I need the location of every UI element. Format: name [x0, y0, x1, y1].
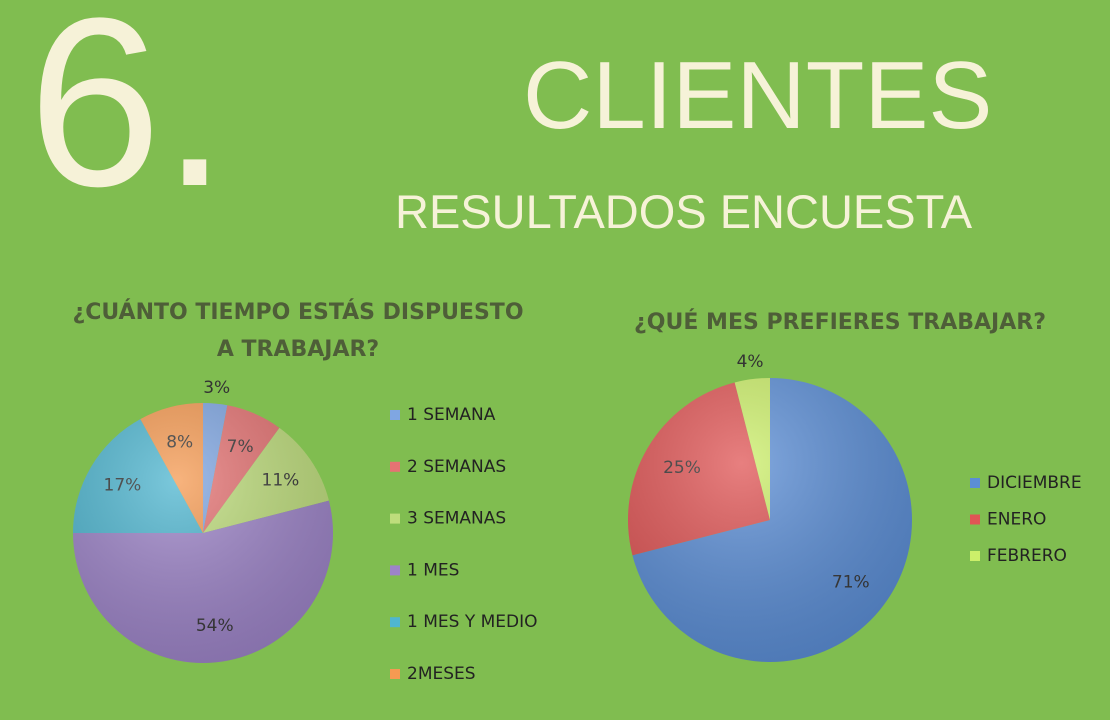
legend-label: DICIEMBRE [987, 473, 1082, 493]
legend-swatch [970, 514, 980, 525]
legend-swatch [970, 478, 980, 488]
legend-label: 2MESES [407, 664, 476, 684]
legend-swatch [390, 565, 400, 576]
legend-label: ENERO [987, 510, 1046, 530]
legend-label: 1 MES Y MEDIO [407, 612, 538, 632]
data-label: 25% [663, 458, 701, 478]
data-label: 3% [203, 378, 230, 398]
chart-title: ¿QUÉ MES PREFIERES TRABAJAR? [634, 310, 1046, 335]
legend-label: 3 SEMANAS [407, 509, 506, 529]
chart-title: ¿CUÁNTO TIEMPO ESTÁS DISPUESTO A TRABAJA… [72, 300, 524, 362]
slide-title: CLIENTES [523, 42, 993, 149]
legend-swatch [390, 461, 400, 472]
legend-swatch [970, 551, 980, 561]
legend-label: 1 MES [407, 560, 459, 580]
legend-label: 2 SEMANAS [407, 457, 506, 477]
legend-swatch [390, 617, 400, 628]
data-label: 11% [262, 470, 300, 490]
legend-swatch [390, 513, 400, 524]
legend-label: 1 SEMANA [407, 405, 496, 425]
data-label: 4% [737, 352, 764, 372]
section-number: 6. [28, 0, 229, 236]
legend-label: FEBRERO [987, 546, 1067, 566]
data-label: 71% [832, 573, 870, 593]
slide-subtitle: RESULTADOS ENCUESTA [395, 185, 973, 238]
data-label: 8% [166, 432, 193, 452]
data-label: 54% [196, 616, 234, 636]
legend-swatch [390, 669, 400, 679]
data-label: 7% [227, 437, 254, 457]
data-label: 17% [104, 475, 142, 495]
legend-swatch [390, 410, 400, 420]
